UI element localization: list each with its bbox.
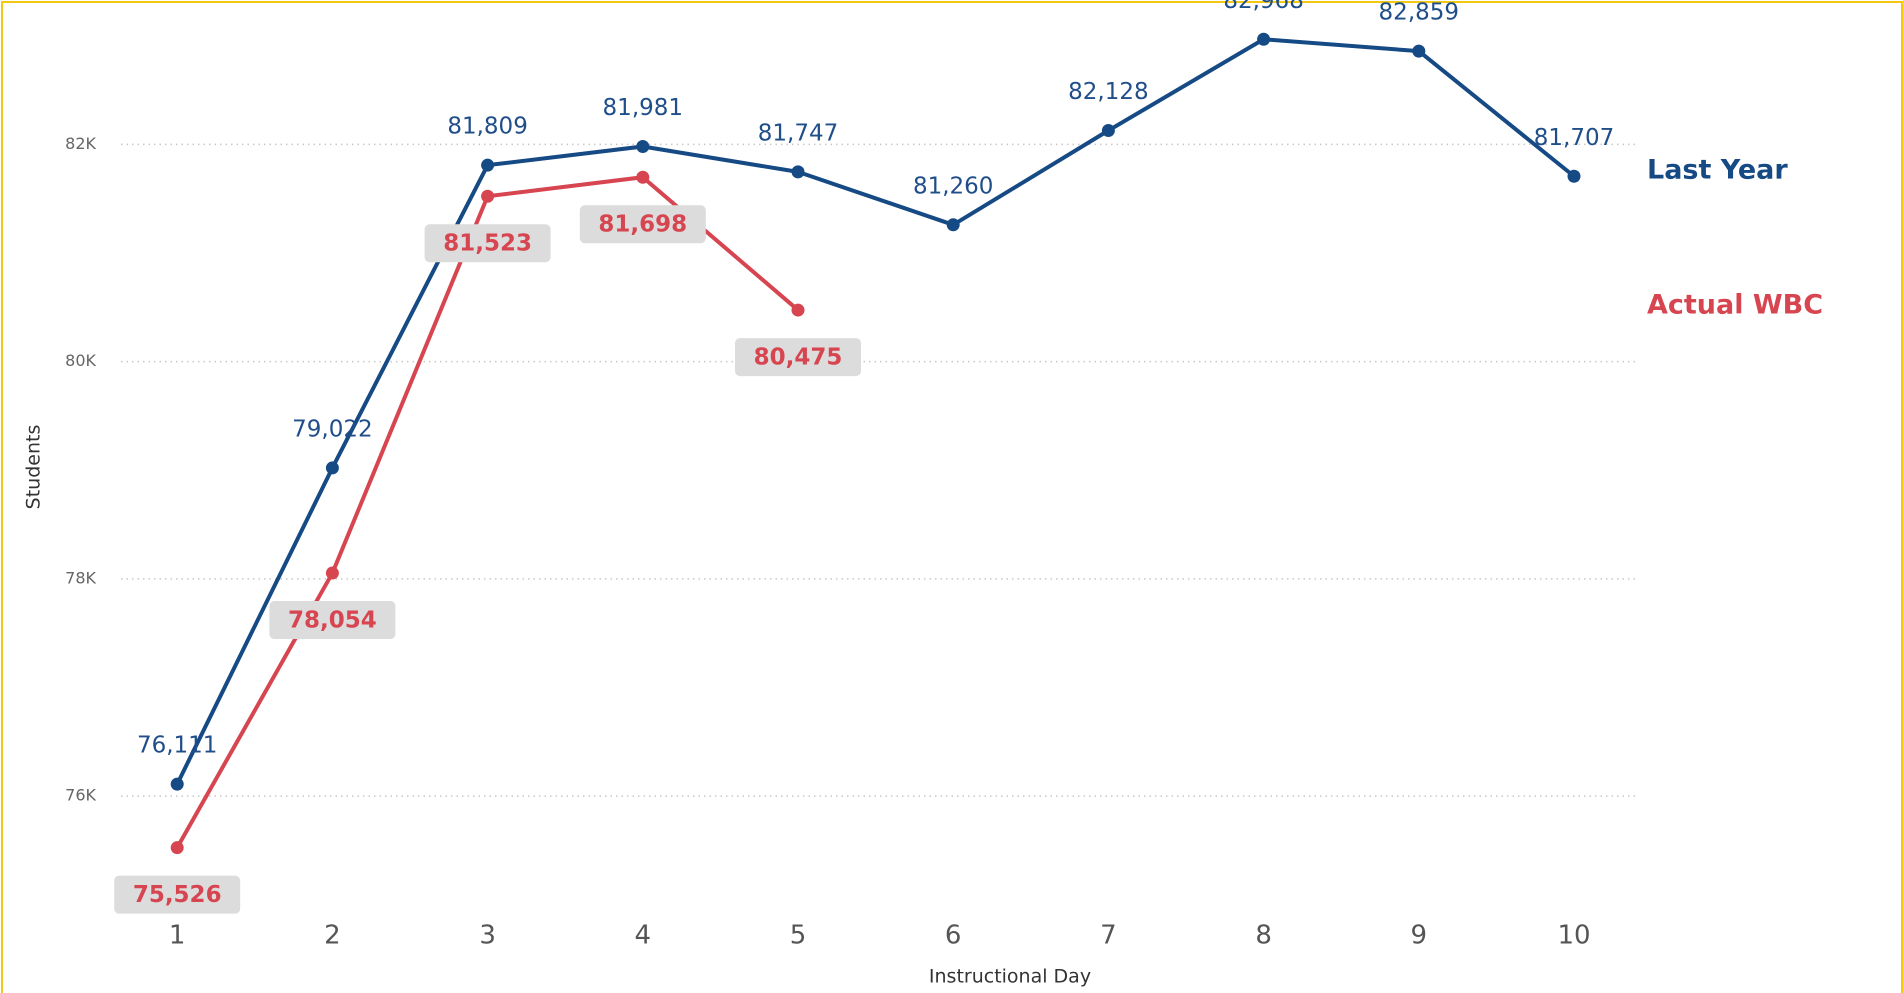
data-label: 75,526 <box>133 882 222 908</box>
point <box>636 139 650 153</box>
y-tick-label: 76K <box>65 786 96 805</box>
point <box>1567 169 1581 183</box>
data-label: 81,260 <box>913 173 993 199</box>
point <box>791 165 805 179</box>
data-label-box <box>114 875 241 914</box>
x-tick-label: 9 <box>1411 921 1428 951</box>
point <box>791 303 805 317</box>
point <box>325 566 339 580</box>
y-tick-label: 78K <box>65 568 96 587</box>
x-tick-label: 5 <box>790 921 807 951</box>
point <box>1101 124 1115 138</box>
data-label-box <box>269 601 396 640</box>
data-label: 79,022 <box>292 416 372 442</box>
data-label: 81,747 <box>758 120 838 146</box>
point <box>325 461 339 475</box>
y-tick-label: 82K <box>65 134 96 153</box>
x-axis-title: Instructional Day <box>929 966 1091 988</box>
data-label-box <box>424 224 551 263</box>
data-label: 76,111 <box>137 733 217 759</box>
data-label: 82,859 <box>1379 0 1459 26</box>
legend-label: Last Year <box>1647 155 1788 186</box>
data-label: 81,523 <box>443 231 532 257</box>
x-tick-label: 6 <box>945 921 962 951</box>
data-label: 81,809 <box>447 114 527 140</box>
x-tick-label: 8 <box>1255 921 1272 951</box>
data-label: 81,981 <box>603 95 683 121</box>
data-label: 82,968 <box>1223 0 1303 14</box>
point <box>170 777 184 791</box>
series-line <box>175 175 800 849</box>
x-tick-label: 7 <box>1100 921 1117 951</box>
x-tick-label: 1 <box>169 921 186 951</box>
point <box>946 218 960 232</box>
point <box>170 841 184 855</box>
point <box>481 158 495 172</box>
data-label: 82,128 <box>1068 79 1148 105</box>
data-label-box <box>735 338 861 377</box>
x-tick-label: 10 <box>1557 921 1590 951</box>
series-line <box>175 37 1576 785</box>
data-label-box <box>579 205 706 244</box>
point <box>481 189 495 203</box>
x-tick-label: 4 <box>635 921 652 951</box>
y-tick-label: 80K <box>65 351 96 370</box>
x-tick-label: 3 <box>479 921 496 951</box>
data-label: 81,698 <box>598 212 687 238</box>
legend-label: Actual WBC <box>1647 290 1823 321</box>
data-label: 81,707 <box>1534 125 1614 151</box>
point <box>1412 44 1426 58</box>
data-label: 78,054 <box>288 608 377 634</box>
data-label: 80,475 <box>754 345 843 371</box>
y-axis-title: Students <box>23 425 45 510</box>
point <box>1257 32 1271 46</box>
point <box>636 170 650 184</box>
x-tick-label: 2 <box>324 921 341 951</box>
